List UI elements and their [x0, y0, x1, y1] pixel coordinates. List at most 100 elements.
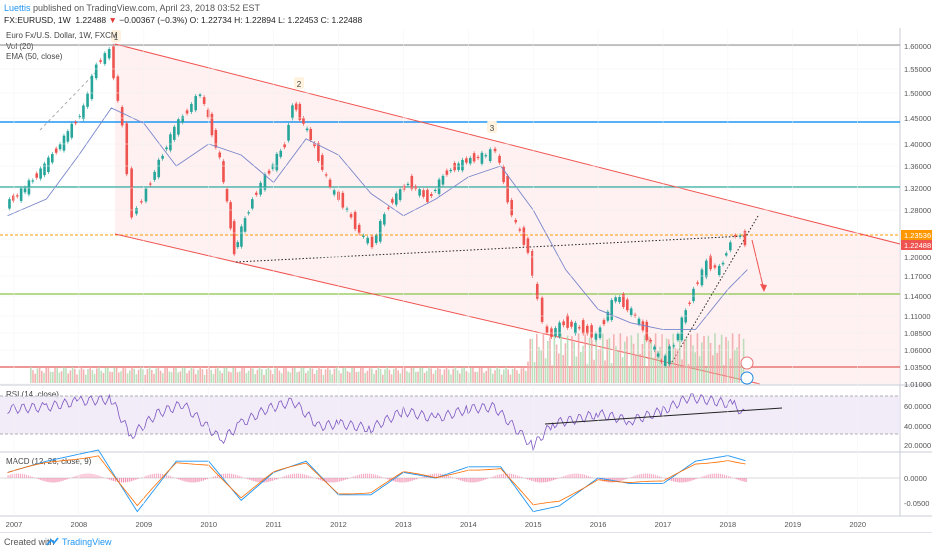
macd-histogram-bar: [227, 474, 228, 478]
volume-bar: [375, 370, 377, 383]
volume-bar: [644, 335, 646, 383]
volume-bar: [314, 374, 316, 383]
volume-bar: [474, 372, 476, 383]
macd-histogram-bar: [657, 476, 658, 478]
macd-histogram-bar: [586, 475, 587, 478]
volume-bar: [131, 367, 133, 383]
macd-histogram-bar: [58, 478, 59, 482]
volume-bar: [193, 369, 195, 383]
price-candle: [240, 226, 243, 246]
price-candle: [630, 308, 633, 315]
price-tick-label: 1.03500: [904, 363, 931, 372]
price-candle: [91, 76, 94, 99]
volume-bar: [63, 367, 65, 383]
macd-histogram-bar: [211, 477, 212, 478]
macd-histogram-bar: [651, 474, 652, 478]
volume-bar: [606, 340, 608, 383]
macd-histogram-bar: [702, 477, 703, 478]
volume-bar: [92, 370, 94, 383]
macd-histogram-bar: [373, 474, 374, 478]
volume-bar: [39, 367, 41, 383]
macd-histogram-bar: [622, 478, 623, 480]
volume-bar: [235, 368, 237, 383]
volume-bar: [395, 367, 397, 383]
volume-bar: [149, 367, 151, 383]
macd-histogram-bar: [96, 475, 97, 478]
volume-bar: [323, 375, 325, 383]
macd-histogram-bar: [643, 474, 644, 478]
volume-bar: [340, 373, 342, 383]
time-tick-label: 2013: [395, 520, 412, 529]
macd-histogram-bar: [129, 478, 130, 482]
volume-bar: [492, 374, 494, 383]
volume-bar: [331, 374, 333, 383]
price-candle: [125, 123, 128, 174]
macd-histogram-bar: [320, 478, 321, 480]
price-candle: [469, 158, 472, 164]
price-candle: [165, 147, 168, 149]
volume-bar: [173, 368, 175, 383]
price-candle: [734, 235, 737, 237]
volume-bar: [716, 353, 718, 383]
macd-histogram-bar: [519, 476, 520, 478]
volume-bar: [501, 375, 503, 383]
price-candle: [506, 176, 509, 202]
volume-bar: [397, 370, 399, 383]
volume-bar: [248, 371, 250, 383]
wave-label-2: 2: [294, 77, 304, 89]
price-candle: [226, 189, 229, 201]
macd-histogram-bar: [156, 474, 157, 478]
chart-canvas[interactable]: 1 2 3 Euro Fx/U.S. Dollar, 1W, FXCM Vol …: [0, 0, 932, 532]
price-candle: [739, 236, 742, 237]
macd-histogram-bar: [40, 478, 41, 480]
volume-bar: [613, 334, 615, 383]
volume-bar: [466, 371, 468, 383]
volume-bar: [536, 334, 538, 383]
event-marker-1[interactable]: [741, 357, 753, 369]
price-tick-label: 1.17000: [904, 272, 931, 281]
event-marker-2[interactable]: [741, 372, 753, 384]
price-tick-label: 1.45000: [904, 114, 931, 123]
volume-bar: [59, 373, 61, 383]
macd-histogram-bar: [302, 474, 303, 478]
price-candle: [207, 110, 210, 117]
price-candle: [283, 144, 286, 147]
volume-bar: [301, 367, 303, 383]
volume-bar: [551, 365, 553, 383]
volume-bar: [155, 368, 157, 383]
macd-histogram-bar: [624, 478, 625, 480]
price-candle: [461, 160, 464, 170]
price-candle: [145, 189, 148, 202]
macd-histogram-bar: [186, 478, 187, 482]
macd-histogram-bar: [633, 476, 634, 478]
volume-bar: [100, 371, 102, 383]
volume-bar: [444, 369, 446, 383]
price-candle: [705, 261, 708, 278]
macd-histogram-bar: [205, 478, 206, 480]
price-candle: [218, 153, 221, 158]
macd-histogram-bar: [16, 474, 17, 478]
macd-histogram-bar: [480, 478, 481, 481]
volume-bar: [114, 368, 116, 383]
volume-bar: [459, 374, 461, 383]
price-candle: [333, 190, 336, 194]
volume-bar: [719, 345, 721, 383]
volume-bar: [411, 368, 413, 383]
macd-histogram-bar: [567, 475, 568, 478]
tradingview-brand[interactable]: TradingView: [62, 537, 112, 547]
volume-bar: [336, 367, 338, 383]
macd-histogram-bar: [288, 475, 289, 478]
volume-bar: [268, 367, 270, 383]
volume-bar: [686, 338, 688, 383]
volume-bar: [675, 348, 677, 383]
volume-bar: [239, 371, 241, 383]
volume-bar: [580, 352, 582, 383]
price-candle: [375, 236, 378, 243]
volume-bar: [67, 373, 69, 383]
macd-histogram-bar: [247, 478, 248, 479]
macd-histogram-bar: [482, 478, 483, 480]
macd-histogram-bar: [310, 476, 311, 478]
macd-histogram-bar: [308, 476, 309, 478]
volume-bar: [133, 369, 135, 383]
macd-histogram-bar: [213, 477, 214, 478]
